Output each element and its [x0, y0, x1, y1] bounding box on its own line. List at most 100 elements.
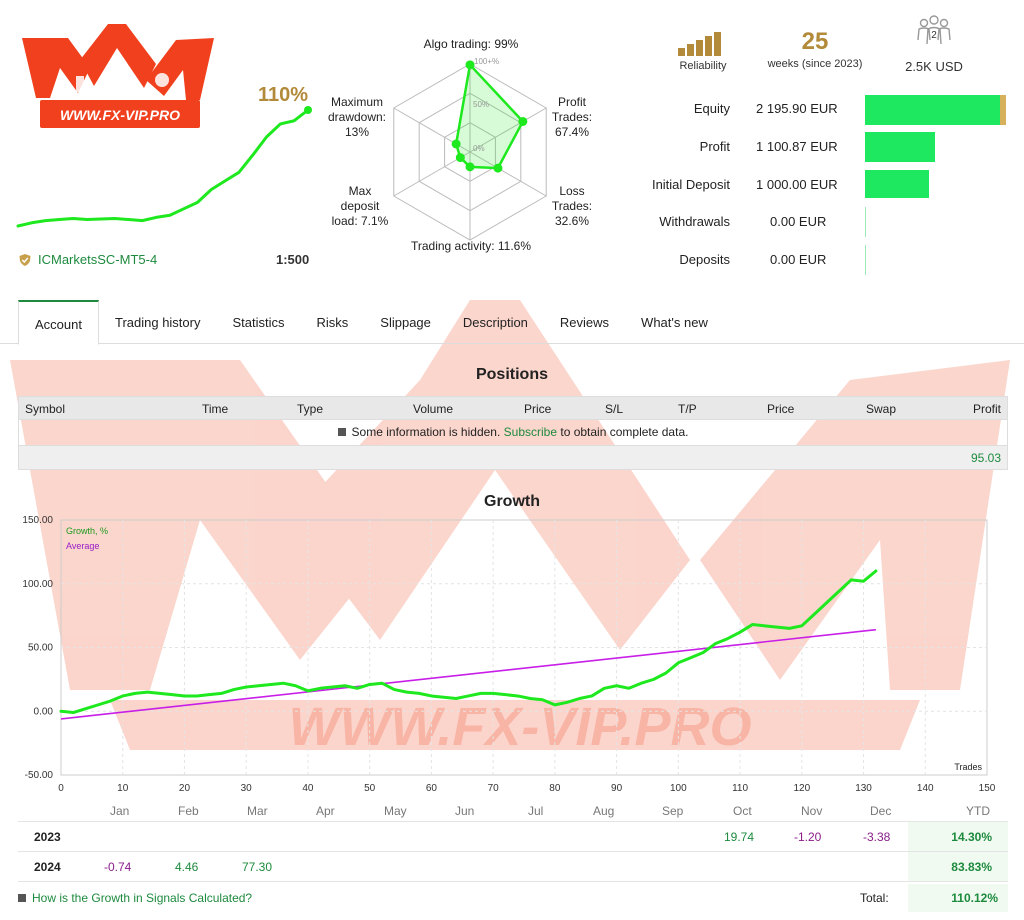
legend-average: Average	[66, 541, 99, 551]
financial-row-profit: Profit 1 100.87 EUR	[600, 132, 1020, 162]
financial-label: Equity	[693, 101, 730, 116]
positions-table: Symbol Time Type Volume Price S/L T/P Pr…	[18, 396, 1008, 470]
radar-label-loss-line2: Trades:	[551, 199, 593, 213]
x-tick-label: 30	[241, 783, 253, 794]
month-value: 19.74	[724, 830, 755, 844]
tab-description[interactable]: Description	[462, 315, 528, 330]
month-header: Oct	[733, 804, 752, 818]
financial-bar	[865, 170, 929, 198]
growth-faq-link[interactable]: How is the Growth in Signals Calculated?	[18, 891, 252, 905]
financial-value: 2 195.90 EUR	[756, 101, 838, 116]
radar-label-deposit-line2: deposit	[340, 199, 380, 213]
tab-slippage[interactable]: Slippage	[380, 315, 431, 330]
y-tick-label: 50.00	[28, 643, 53, 654]
month-value: -1.20	[794, 830, 822, 844]
subscribe-link[interactable]: Subscribe	[503, 425, 558, 439]
x-tick-label: 40	[302, 783, 314, 794]
x-tick-label: 60	[426, 783, 438, 794]
radar-chart: 100+% 50% 0%	[393, 57, 547, 241]
subscribers-amount: 2.5K USD	[905, 59, 963, 74]
financial-label: Profit	[699, 139, 730, 154]
positions-header-row: Symbol Time Type Volume Price S/L T/P Pr…	[18, 396, 1008, 420]
month-header: Aug	[593, 804, 615, 818]
x-tick-label: 130	[855, 783, 872, 794]
total-label: Total:	[860, 891, 889, 905]
x-tick-label: 100	[670, 783, 687, 794]
radar-point	[465, 162, 475, 172]
positions-title: Positions	[475, 366, 548, 383]
weeks-label: weeks (since 2023)	[767, 58, 863, 70]
radar-label-profit-line3: 67.4%	[554, 125, 590, 139]
subscribers-icon: 2	[917, 15, 951, 45]
x-tick-label: 80	[549, 783, 561, 794]
reliability-bars-icon	[678, 32, 721, 56]
monthly-row-2023: 2023 19.74 -1.20 -3.38 14.30%	[18, 822, 1008, 852]
x-tick-label: 120	[793, 783, 810, 794]
financial-bar-empty	[865, 245, 866, 275]
x-axis-label: Trades	[954, 762, 982, 772]
month-value: 77.30	[242, 860, 273, 874]
tab-risks[interactable]: Risks	[316, 315, 349, 330]
x-tick-label: 90	[611, 783, 623, 794]
shield-check-icon	[19, 253, 31, 266]
month-header: Apr	[316, 804, 335, 818]
financial-value: 0.00 EUR	[770, 214, 827, 229]
radar-label-max-drawdown: Maximum drawdown: 13%	[320, 95, 394, 140]
financial-value: 0.00 EUR	[770, 252, 827, 267]
tab-trading-history[interactable]: Trading history	[114, 315, 201, 330]
growth-series-line	[59, 569, 878, 715]
hidden-info-row: Some information is hidden. Subscribe to…	[18, 420, 1008, 446]
tab-whats-new[interactable]: What's new	[641, 315, 708, 330]
radar-label-loss-line3: 32.6%	[554, 214, 590, 228]
month-header: Jun	[455, 804, 475, 818]
radar-label-profit-line2: Trades:	[551, 110, 593, 124]
tab-account[interactable]: Account	[18, 300, 99, 345]
legend-growth: Growth, %	[66, 526, 108, 536]
x-tick-label: 20	[179, 783, 191, 794]
ytd-cell-bg	[908, 822, 1008, 851]
growth-title: Growth	[484, 493, 540, 510]
reliability-label: Reliability	[679, 60, 727, 72]
mini-growth-chart	[16, 106, 312, 228]
financial-label: Deposits	[679, 252, 730, 267]
ytd-value: 14.30%	[951, 830, 992, 844]
x-tick-label: 110	[732, 783, 748, 794]
monthly-row-2024: 2024 -0.74 4.46 77.30 83.83%	[18, 852, 1008, 882]
growth-faq-text: How is the Growth in Signals Calculated?	[32, 891, 253, 905]
x-tick-label: 140	[917, 783, 934, 794]
month-header: YTD	[966, 804, 990, 818]
monthly-header-row: Jan Feb Mar Apr May Jun Jul Aug Sep Oct …	[18, 800, 1008, 822]
tab-reviews[interactable]: Reviews	[559, 315, 610, 330]
month-header: May	[384, 804, 407, 818]
financial-row-initial-deposit: Initial Deposit 1 000.00 EUR	[600, 170, 1020, 200]
radar-label-drawdown-line3: 13%	[344, 125, 370, 139]
monthly-footer: How is the Growth in Signals Calculated?…	[18, 884, 1008, 912]
month-header: Dec	[870, 804, 892, 818]
column-header: Time	[202, 402, 229, 416]
month-value: -0.74	[104, 860, 132, 874]
hidden-info-text-after: to obtain complete data.	[560, 425, 689, 439]
financial-row-withdrawals: Withdrawals 0.00 EUR	[600, 207, 1020, 237]
growth-chart: 150.00 100.00 50.00 0.00 -50.00 0 10 20 30 40 50 6…	[22, 515, 995, 794]
radar-point	[518, 116, 528, 126]
month-value: -3.38	[863, 830, 891, 844]
mini-growth-endpoint	[304, 106, 312, 114]
radar-point	[455, 153, 465, 163]
financial-bar	[865, 95, 1005, 125]
x-tick-label: 0	[58, 783, 64, 794]
mini-growth-line	[16, 108, 310, 228]
radar-label-loss-trades: Loss Trades: 32.6%	[542, 184, 602, 229]
radar-tick-100: 100+%	[474, 57, 499, 66]
row-year: 2023	[34, 830, 61, 844]
tab-statistics[interactable]: Statistics	[232, 315, 285, 330]
positions-total-row: 95.03	[18, 446, 1008, 470]
tab-bar: Account Trading history Statistics Risks…	[0, 300, 1024, 345]
broker-link[interactable]: ICMarketsSC-MT5-4	[18, 252, 157, 267]
brand-logo: WWW.FX-VIP.PRO	[22, 24, 214, 128]
financial-label: Initial Deposit	[651, 177, 730, 192]
month-header: Jul	[528, 804, 544, 818]
subscribers-count: 2	[931, 30, 937, 41]
weeks-stat: 25 weeks (since 2023)	[760, 28, 870, 70]
column-header: T/P	[678, 402, 697, 416]
ytd-value: 83.83%	[951, 860, 992, 874]
